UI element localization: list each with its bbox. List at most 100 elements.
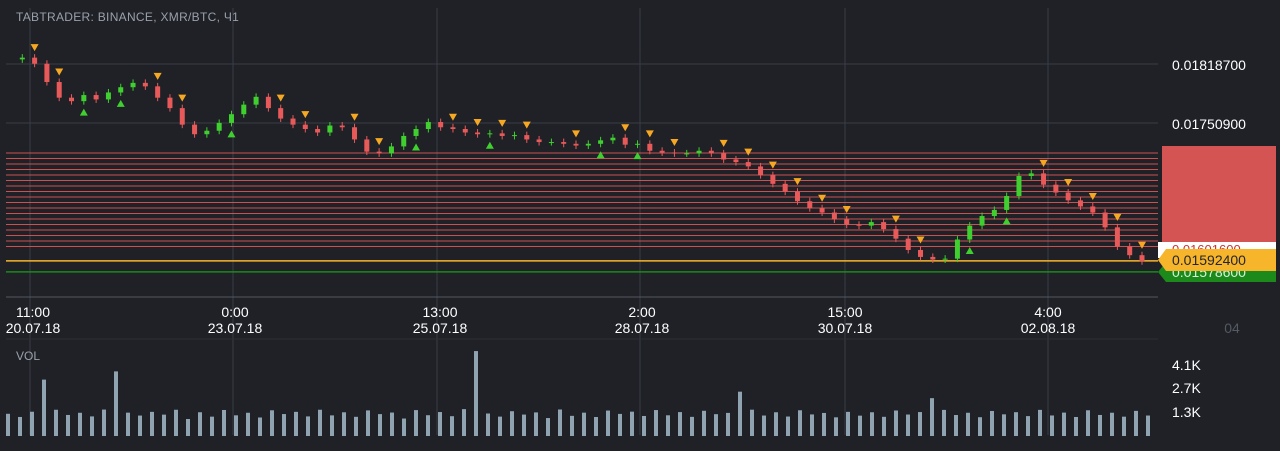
candle-body [585, 143, 591, 146]
volume-bar [126, 412, 130, 436]
candle-body [19, 57, 25, 60]
candle-body [327, 125, 333, 133]
volume-bar [798, 410, 802, 436]
candle-body [105, 92, 111, 100]
sell-marker [818, 194, 827, 202]
candle-body [942, 258, 948, 260]
sell-marker [350, 113, 359, 121]
candle-body [179, 108, 185, 125]
candle-body [81, 95, 87, 102]
candle-body [807, 201, 813, 209]
volume-bar [1146, 415, 1150, 436]
volume-bar [42, 379, 46, 436]
candle-body [1127, 246, 1133, 256]
candle-body [352, 127, 358, 140]
candle-body [155, 86, 161, 98]
sell-marker [1039, 159, 1048, 167]
candle-body [979, 216, 985, 226]
volume-bar [270, 410, 274, 436]
volume-bar [210, 416, 214, 436]
volume-bars [6, 351, 1150, 436]
candle-body [659, 150, 665, 153]
volume-bar [630, 411, 634, 436]
candle-body [1016, 175, 1022, 197]
candle-body [794, 191, 800, 202]
candle-body [991, 209, 997, 217]
candle-body [32, 57, 38, 64]
volume-bar [690, 416, 694, 436]
candle-body [56, 82, 62, 98]
x-tick-time: 2:00 [628, 304, 656, 320]
x-tick-date: 30.07.18 [817, 320, 873, 336]
volume-bar [1062, 412, 1066, 436]
sell-marker [276, 94, 285, 102]
candle-body [450, 127, 456, 130]
volume-bar [918, 412, 922, 436]
volume-bar [174, 409, 178, 436]
candle-body [524, 135, 530, 140]
volume-bar [186, 418, 190, 436]
candle-body [438, 122, 444, 128]
x-tick-date: 23.07.18 [207, 320, 263, 336]
buy-marker [227, 130, 236, 138]
candle-body [253, 96, 259, 105]
x-tick-date: 28.07.18 [614, 320, 670, 336]
sell-marker [301, 111, 310, 119]
volume-bar [330, 415, 334, 436]
buy-marker [485, 141, 494, 149]
volume-bar [1134, 410, 1138, 436]
volume-bar [438, 412, 442, 436]
volume-bar [462, 409, 466, 436]
candle-body [758, 166, 764, 176]
volume-bar [498, 416, 502, 436]
candle-body [167, 97, 173, 109]
volume-tick-label: 2.7K [1172, 380, 1201, 396]
volume-bar [546, 418, 550, 436]
volume-bar [486, 413, 490, 436]
candle-body [561, 142, 567, 144]
candle-body [278, 108, 284, 119]
candle-body [499, 133, 505, 136]
current-price-tag[interactable]: 0.01592400 [1158, 249, 1276, 271]
buy-marker [596, 151, 605, 159]
volume-bar [942, 409, 946, 436]
candle-body [462, 129, 468, 133]
volume-bar [606, 410, 610, 436]
volume-bar [978, 417, 982, 436]
candle-body [118, 87, 124, 93]
volume-bar [1074, 416, 1078, 436]
volume-bar [102, 409, 106, 436]
candle-body [881, 222, 887, 230]
volume-bar [342, 412, 346, 436]
candle-body [511, 135, 517, 137]
candle-body [930, 256, 936, 260]
sell-marker [448, 113, 457, 121]
chart-grid [6, 8, 1158, 435]
volume-bar [906, 414, 910, 436]
volume-bar [474, 351, 478, 436]
candle-body [684, 153, 690, 155]
candle-body [487, 133, 493, 135]
candle-body [339, 125, 345, 128]
candle-body [831, 212, 837, 220]
volume-bar [666, 415, 670, 436]
x-tick-date: 02.08.18 [1020, 320, 1076, 336]
candle-body [598, 140, 604, 144]
candle-body [536, 139, 542, 143]
candle-body [671, 152, 677, 154]
candle-body [967, 225, 973, 240]
volume-bar [1050, 415, 1054, 436]
volume-bar [738, 391, 742, 436]
volume-bar [306, 416, 310, 436]
candle-body [1114, 227, 1120, 247]
sell-marker [645, 130, 654, 138]
volume-bar [870, 412, 874, 436]
x-tick-time: 4:00 [1034, 304, 1062, 320]
sell-marker [891, 215, 900, 223]
candle-body [388, 146, 394, 154]
candle-body [548, 142, 554, 144]
buy-marker [1002, 217, 1011, 225]
volume-bar [390, 412, 394, 436]
sell-marker [375, 138, 384, 146]
